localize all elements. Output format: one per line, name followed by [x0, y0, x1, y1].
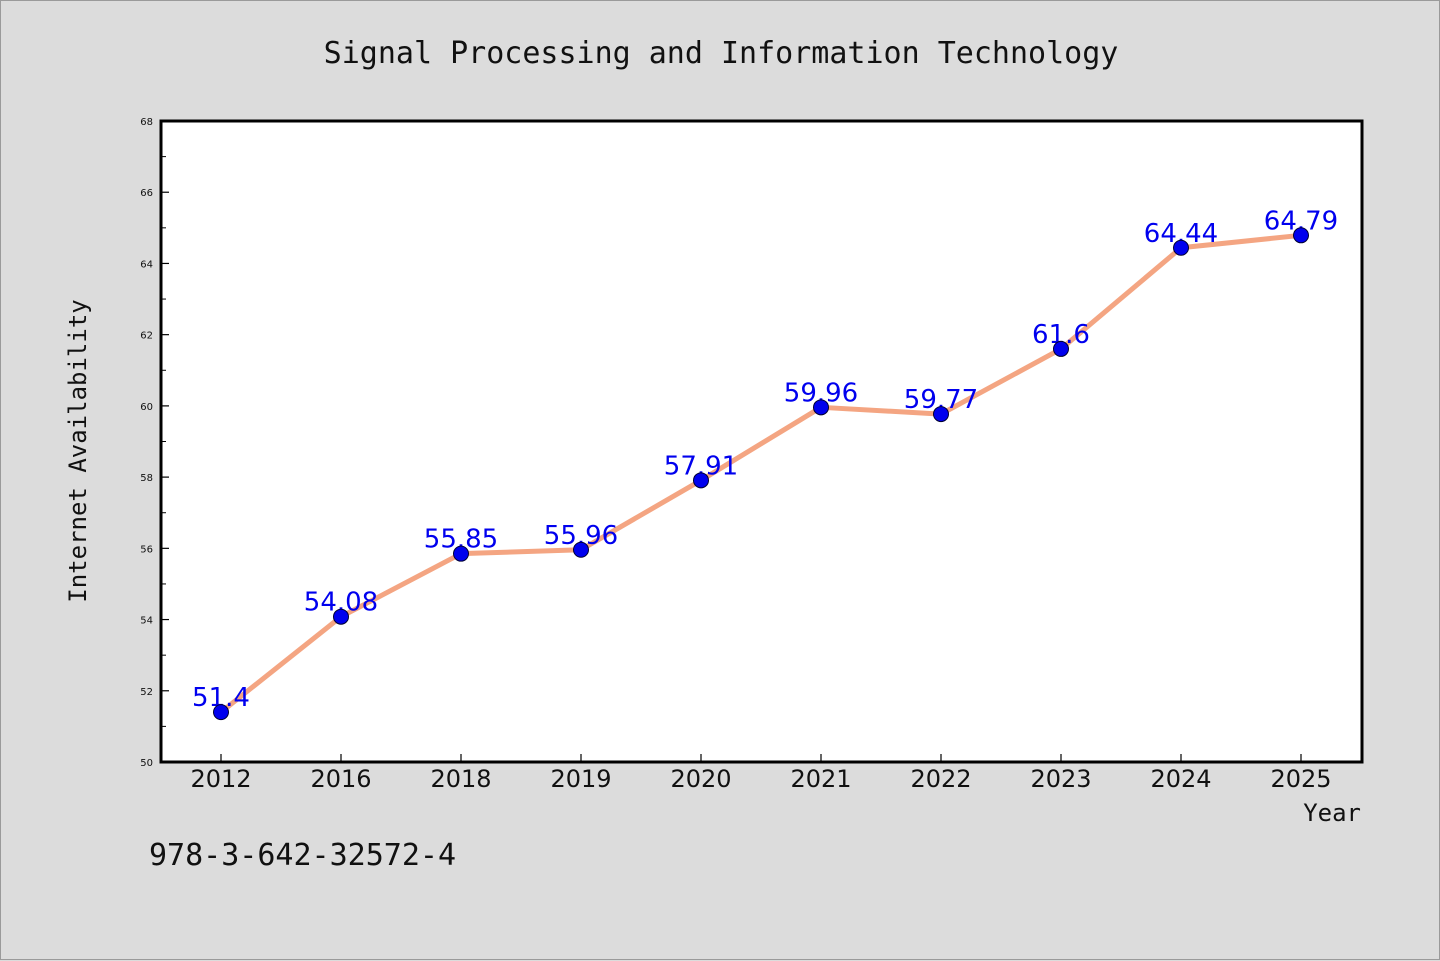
- x-tick-label: 2022: [910, 765, 971, 793]
- data-point-marker: [1053, 340, 1069, 357]
- isbn-code: 978-3-642-32572-4: [149, 838, 456, 873]
- x-tick-label: 2023: [1030, 765, 1091, 793]
- x-tick-label: 2012: [190, 765, 251, 793]
- x-axis-label: Year: [1303, 799, 1361, 827]
- y-tick-label: 68: [140, 117, 153, 128]
- y-tick-label: 56: [140, 544, 153, 555]
- data-point-marker: [933, 406, 949, 423]
- y-axis: 50 52 54 56 58 60 62 64 66 68: [140, 117, 169, 769]
- y-tick-label: 64: [140, 259, 153, 270]
- x-axis: 2012 2016 2018 2019 2020 2021 2022 2023 2024 2025: [190, 754, 1332, 793]
- y-tick-label: 54: [140, 616, 153, 627]
- series-line: [218, 232, 1304, 715]
- y-tick-label: 66: [140, 188, 153, 199]
- data-point-marker: [1173, 239, 1189, 256]
- y-axis-label: Internet Availability: [64, 299, 92, 602]
- x-tick-label: 2016: [310, 765, 371, 793]
- data-point-marker: [693, 472, 709, 489]
- x-tick-label: 2020: [670, 765, 731, 793]
- y-tick-label: 62: [140, 331, 153, 342]
- y-tick-label: 52: [140, 687, 153, 698]
- y-tick-label: 60: [140, 402, 153, 413]
- chart-title: Signal Processing and Information Techno…: [324, 36, 1119, 71]
- x-tick-label: 2025: [1270, 765, 1331, 793]
- data-point-marker: [813, 399, 829, 416]
- data-point-marker: [1293, 227, 1309, 244]
- data-point-marker: [573, 541, 589, 558]
- data-point-marker: [333, 608, 349, 625]
- y-tick-label: 58: [140, 473, 153, 484]
- y-tick-label: 50: [140, 758, 153, 769]
- x-tick-label: 2018: [430, 765, 491, 793]
- data-point-marker: [453, 545, 469, 562]
- x-tick-label: 2019: [550, 765, 611, 793]
- x-tick-label: 2024: [1150, 765, 1211, 793]
- x-tick-label: 2021: [790, 765, 851, 793]
- data-point-marker: [213, 704, 229, 721]
